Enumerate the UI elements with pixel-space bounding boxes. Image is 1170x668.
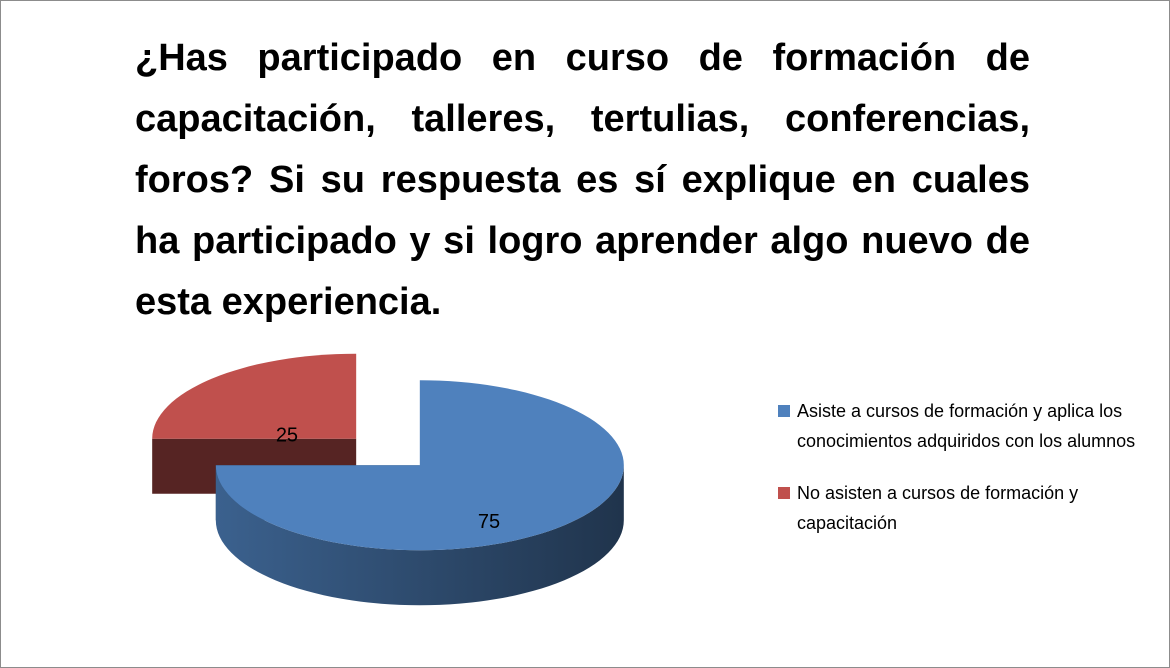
- legend-item: Asiste a cursos de formación y aplica lo…: [778, 396, 1159, 456]
- chart-title: ¿Has participado en curso de formación d…: [135, 37, 1030, 323]
- legend-label: No asisten a cursos de formación y capac…: [797, 483, 1079, 533]
- legend-item: No asisten a cursos de formación y capac…: [778, 478, 1159, 538]
- legend-swatch: [778, 487, 790, 499]
- slice-top: [152, 353, 357, 439]
- legend-swatch: [778, 405, 790, 417]
- slice-top: [215, 380, 624, 551]
- slice-wall: [215, 465, 624, 606]
- legend: Asiste a cursos de formación y aplica lo…: [778, 396, 1158, 560]
- data-label: 75: [478, 511, 500, 533]
- pie-slice: [215, 380, 624, 606]
- legend-label: Asiste a cursos de formación y aplica lo…: [797, 401, 1136, 451]
- data-label: 25: [276, 424, 298, 446]
